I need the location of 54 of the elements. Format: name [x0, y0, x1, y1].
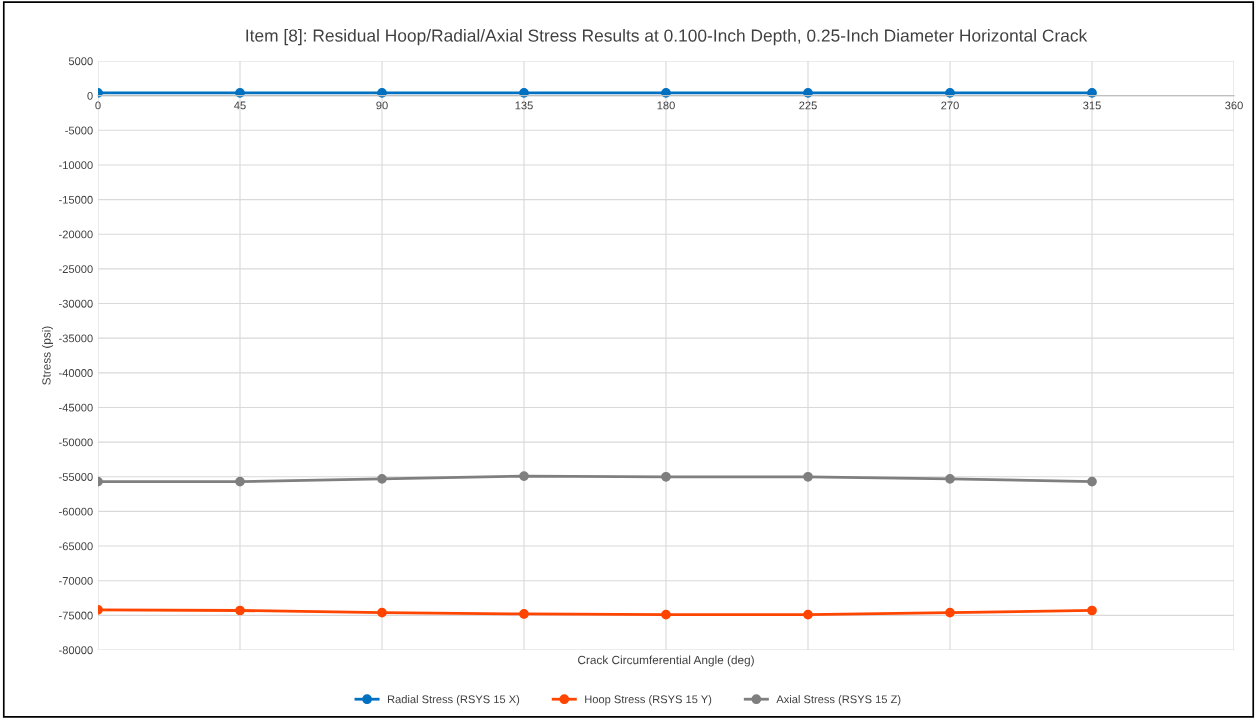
legend-label: Radial Stress (RSYS 15 X): [387, 695, 520, 706]
x-tick-label: 315: [1083, 101, 1101, 110]
chart-title: Item [8]: Residual Hoop/Radial/Axial Stress Results at 0.100-Inch Depth, 0.25-Inch Diameter Horizontal Crack: [246, 28, 1088, 46]
point: [945, 473, 955, 484]
y-tick-label: -45000: [59, 403, 93, 412]
point: [235, 605, 245, 616]
y-tick-label: -30000: [59, 299, 93, 308]
point: [377, 473, 387, 484]
x-axis-title: Crack Circumferential Angle (deg): [578, 655, 754, 667]
legend-label: Axial Stress (RSYS 15 Z): [776, 695, 901, 706]
y-tick-label: -65000: [59, 542, 93, 551]
point: [803, 471, 813, 482]
point: [377, 88, 387, 98]
point: [1087, 476, 1097, 487]
y-tick-label: -20000: [59, 230, 93, 239]
x-tick-label: 180: [657, 101, 675, 110]
y-tick-label: -60000: [59, 507, 93, 516]
point: [661, 609, 671, 620]
x-tick-label: 45: [234, 101, 246, 110]
x-tick-label: 270: [941, 101, 959, 110]
point: [945, 88, 955, 98]
point: [1087, 605, 1097, 616]
x-tick-label: 360: [1225, 101, 1243, 110]
point: [661, 88, 671, 98]
point: [519, 88, 529, 98]
point: [945, 607, 955, 618]
y-tick-label: -10000: [59, 161, 93, 170]
y-tick-label: -55000: [59, 473, 93, 481]
y-tick-label: 0: [87, 91, 93, 100]
y-tick-label: -15000: [59, 195, 93, 204]
point: [235, 88, 245, 98]
point: [803, 88, 813, 98]
point: [377, 607, 387, 618]
point: [1087, 88, 1097, 98]
y-tick-label: -80000: [59, 646, 93, 655]
y-tick-label: -35000: [59, 334, 93, 343]
x-tick-label: 0: [95, 101, 101, 110]
x-tick-label: 135: [515, 101, 533, 110]
point: [519, 471, 529, 481]
y-tick-label: -5000: [65, 126, 93, 135]
y-tick-label: -75000: [59, 611, 93, 620]
legend-label: Hoop Stress (RSYS 15 Y): [585, 695, 712, 706]
point: [661, 471, 671, 482]
point: [803, 609, 813, 620]
y-tick-label: -25000: [59, 265, 93, 274]
y-tick-label: 5000: [68, 57, 93, 66]
y-tick-label: -40000: [59, 369, 93, 377]
y-tick-label: -70000: [59, 576, 93, 585]
y-axis-title: Stress (psi): [41, 326, 53, 385]
x-tick-label: 90: [376, 101, 388, 110]
x-tick-label: 225: [799, 101, 817, 110]
y-tick-label: -50000: [59, 438, 93, 447]
point: [519, 609, 529, 619]
point: [235, 476, 245, 487]
